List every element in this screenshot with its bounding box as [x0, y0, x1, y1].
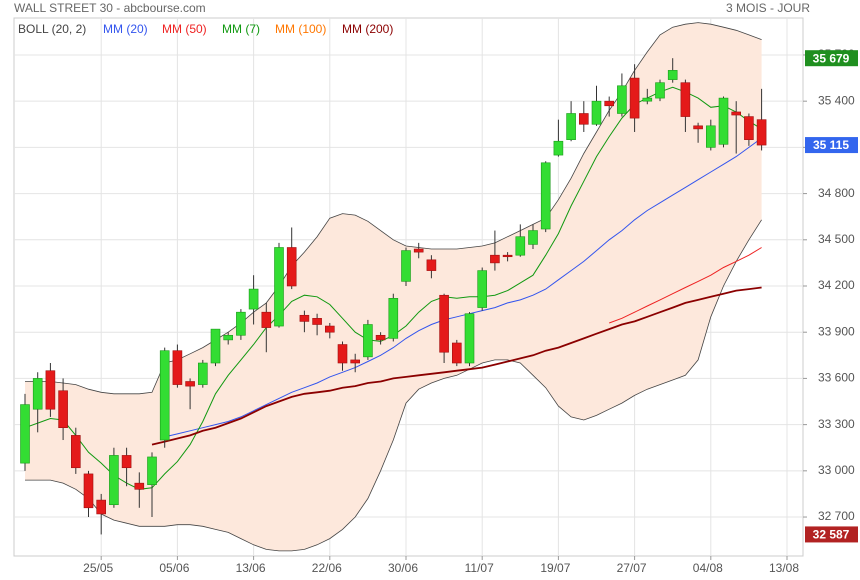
candle-body	[185, 381, 195, 387]
moving-average	[164, 137, 762, 438]
candle-body	[617, 85, 627, 114]
candle-body	[147, 456, 157, 485]
x-tick-label: 25/05	[83, 561, 113, 575]
x-tick-label: 27/07	[617, 561, 647, 575]
moving-average	[151, 286, 762, 446]
price-marker-label: 35 679	[813, 51, 850, 65]
candle-body	[718, 97, 729, 145]
candle-body	[490, 254, 500, 264]
candle-body	[528, 230, 538, 245]
candle-body	[312, 318, 322, 325]
price-marker	[805, 137, 858, 154]
candle-body	[96, 499, 106, 515]
price-marker	[805, 526, 858, 543]
candle-body	[58, 390, 68, 428]
candle-body	[45, 370, 56, 410]
candle-body	[604, 100, 615, 107]
band-fill	[25, 22, 762, 551]
y-tick-label: 34 800	[818, 186, 855, 200]
candle-body	[236, 311, 246, 336]
candle-body	[451, 342, 462, 364]
legend-entry: MM (100)	[275, 22, 326, 36]
candle-body	[578, 113, 589, 125]
candle-body	[109, 455, 119, 506]
candle-body	[32, 378, 43, 410]
candle-body	[20, 404, 30, 464]
candle-body	[337, 344, 348, 364]
candle-body	[502, 254, 513, 258]
chart-subtitle: 3 MOIS - JOUR	[726, 1, 810, 15]
price-marker-label: 32 587	[813, 528, 850, 542]
candle-body	[426, 259, 437, 271]
candle-body	[591, 100, 602, 125]
candle-body	[464, 313, 475, 364]
y-tick-label: 33 900	[818, 324, 855, 338]
price-marker	[805, 50, 858, 67]
x-tick-label: 11/07	[465, 561, 494, 575]
x-tick-label: 13/06	[236, 561, 266, 575]
candle-body	[198, 362, 208, 385]
candle-body	[540, 162, 551, 230]
moving-average	[609, 247, 762, 324]
candle-body	[439, 294, 449, 353]
y-tick-label: 33 000	[818, 463, 855, 477]
candle-body	[667, 70, 678, 80]
candle-body	[756, 119, 767, 146]
legend-entry: BOLL (20, 2)	[18, 22, 86, 36]
candle-body	[401, 250, 411, 282]
candle-body	[248, 288, 259, 310]
candle-body	[121, 455, 132, 469]
candle-body	[261, 311, 272, 328]
candle-body	[629, 77, 640, 119]
candle-body	[388, 298, 399, 339]
candle-body	[210, 328, 221, 364]
candle-body	[731, 111, 742, 116]
x-tick-label: 13/08	[769, 561, 799, 575]
candle-body	[223, 334, 233, 341]
candle-body	[566, 113, 576, 140]
candle-body	[274, 247, 284, 327]
y-tick-label: 32 700	[818, 509, 855, 523]
y-tick-label: 35 400	[818, 93, 855, 107]
legend-entry: MM (7)	[222, 22, 260, 36]
x-tick-label: 22/06	[312, 561, 342, 575]
candle-body	[286, 247, 297, 287]
candle-body	[83, 473, 94, 509]
y-tick-label: 34 500	[818, 232, 855, 246]
candle-body	[744, 116, 754, 140]
candle-body	[553, 140, 564, 156]
candle-body	[655, 82, 665, 99]
candle-body	[705, 125, 716, 148]
candle-body	[375, 334, 386, 341]
candle-body	[134, 482, 145, 490]
x-tick-label: 05/06	[159, 561, 189, 575]
legend-entry: MM (20)	[103, 22, 148, 36]
candle-body	[693, 125, 703, 130]
band-lower	[25, 219, 762, 552]
candle-body	[477, 270, 488, 308]
chart-title: WALL STREET 30 - abcbourse.com	[14, 1, 206, 15]
candle-body	[350, 359, 361, 364]
legend-entry: MM (200)	[342, 22, 393, 36]
price-marker-label: 35 115	[813, 138, 849, 152]
candle-body	[159, 350, 170, 441]
band-upper	[25, 22, 762, 395]
x-tick-label: 04/08	[693, 561, 723, 575]
candle-body	[71, 435, 81, 469]
candle-body	[299, 314, 310, 322]
candle-body	[363, 324, 373, 358]
x-tick-label: 19/07	[540, 561, 570, 575]
y-tick-label: 33 300	[818, 417, 855, 431]
y-tick-label: 33 600	[818, 371, 855, 385]
legend-entry: MM (50)	[162, 22, 207, 36]
candle-body	[413, 248, 424, 253]
y-tick-label: 34 200	[818, 278, 855, 292]
candle-body	[642, 97, 653, 102]
candle-body	[515, 236, 526, 256]
candle-body	[680, 82, 691, 117]
x-tick-label: 30/06	[388, 561, 418, 575]
candle-body	[324, 325, 335, 333]
candle-body	[172, 350, 183, 385]
